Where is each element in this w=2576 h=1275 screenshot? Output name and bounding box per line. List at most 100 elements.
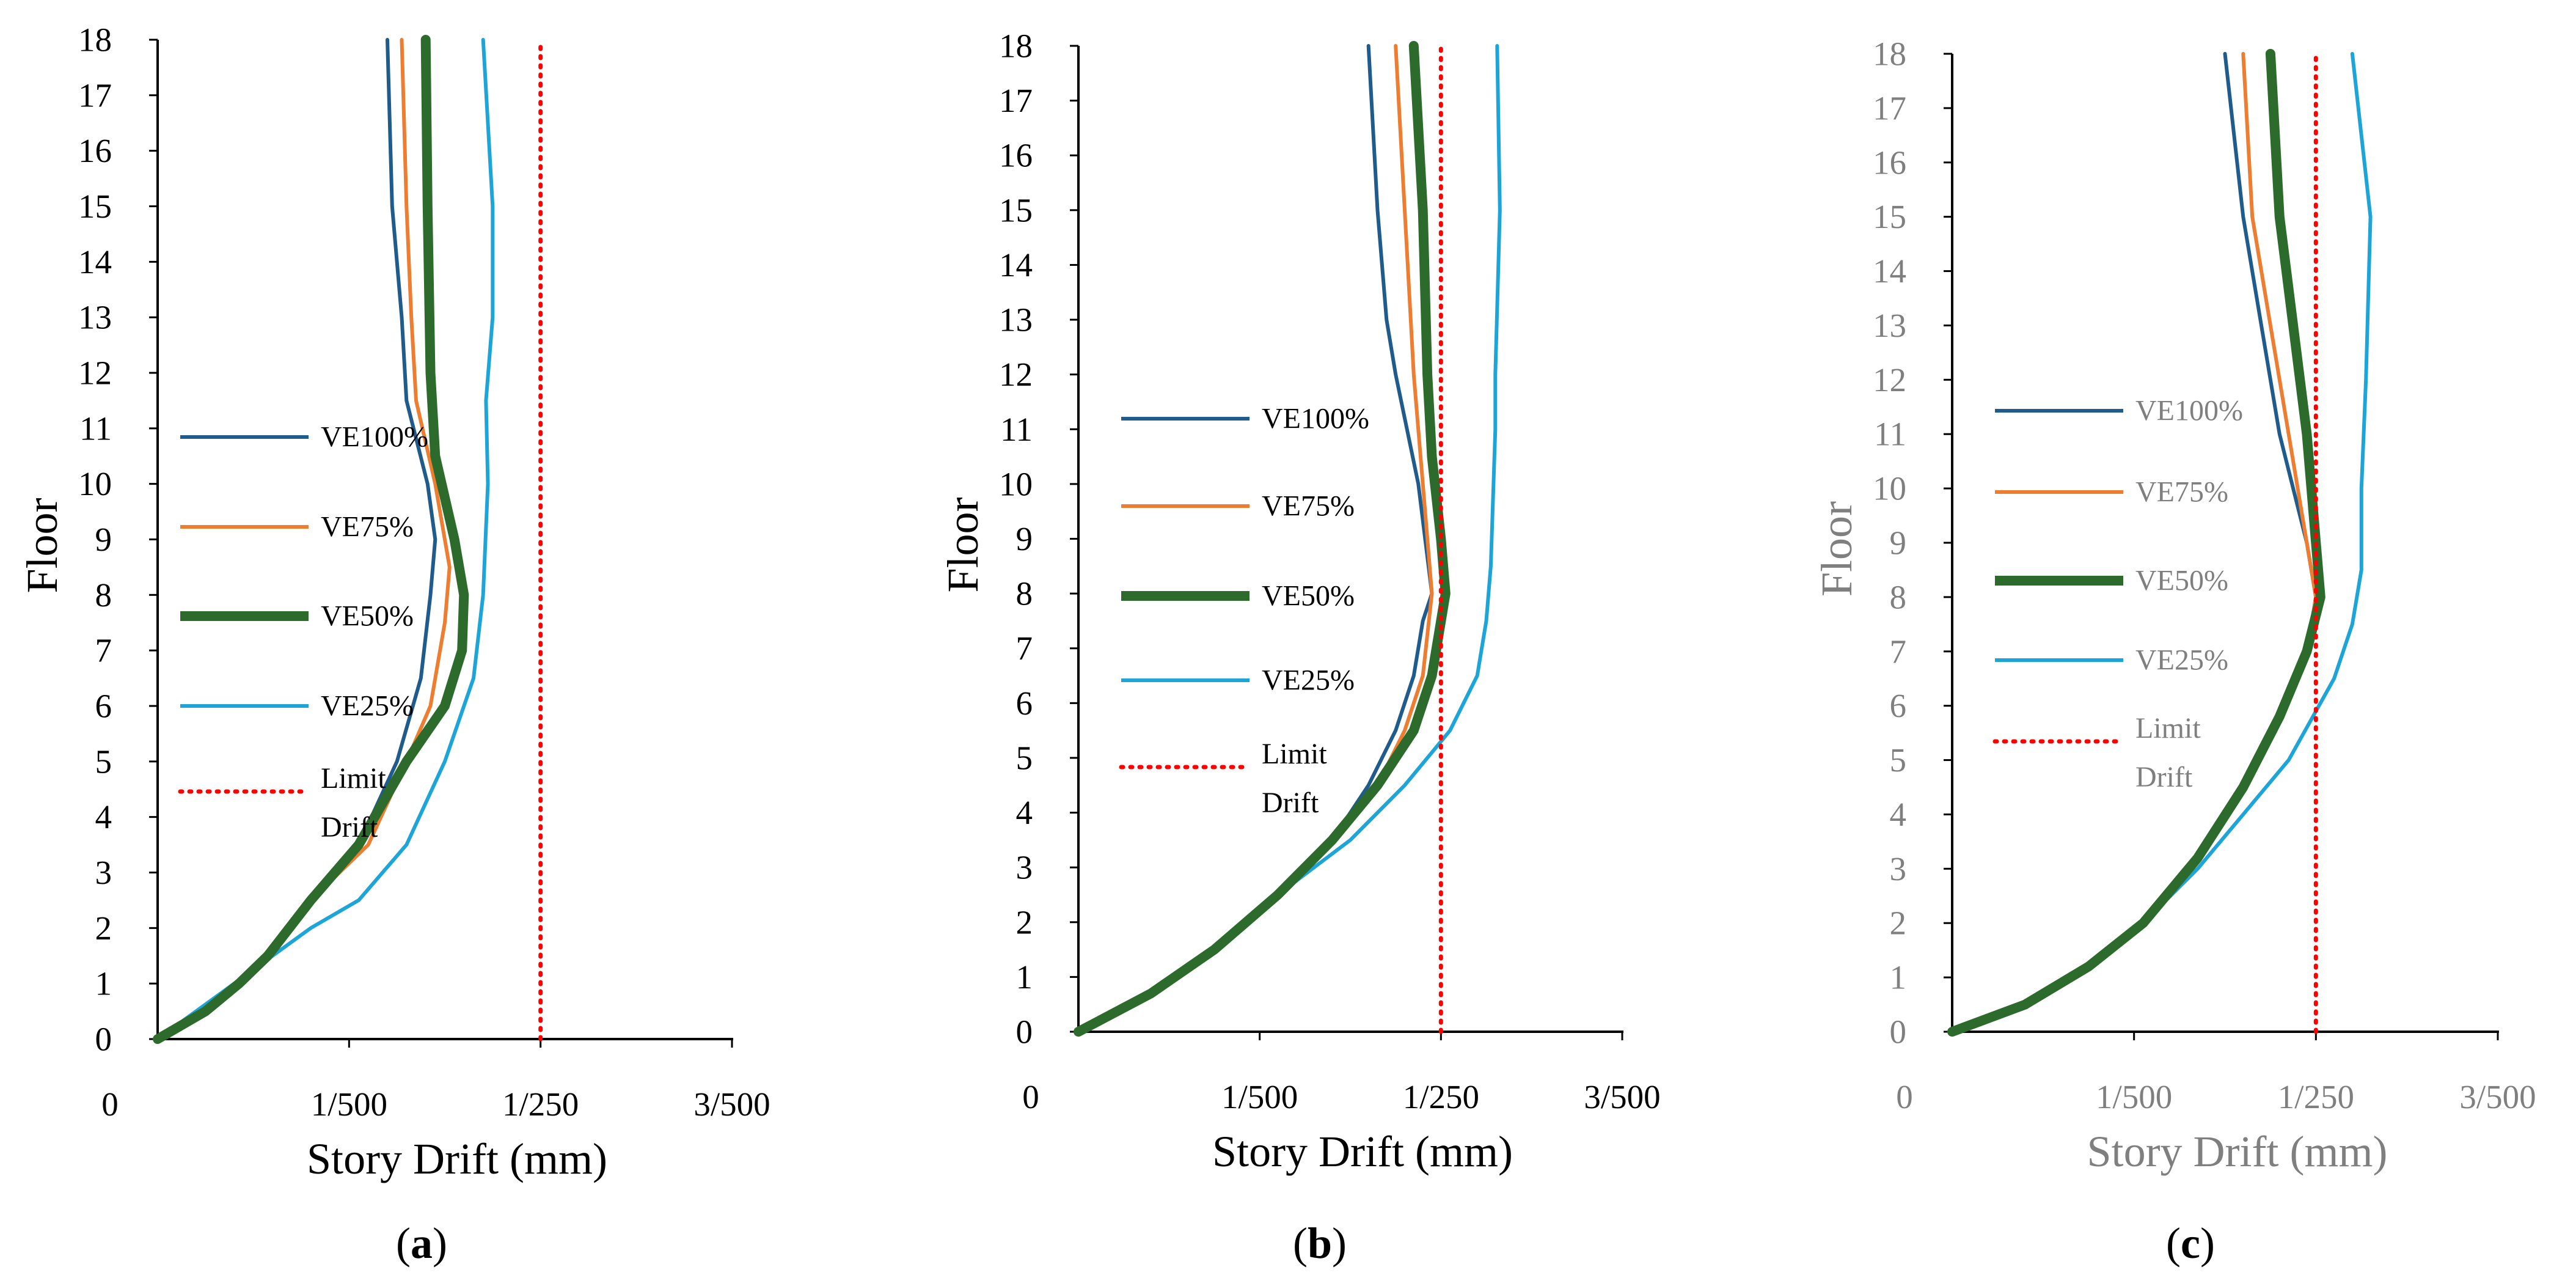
x-tick-label: 1/250	[2278, 1078, 2354, 1115]
y-tick-label: 18	[78, 21, 112, 59]
y-tick-label: 4	[95, 798, 112, 836]
y-tick-label: 14	[1873, 252, 1906, 290]
y-tick-label: 13	[78, 299, 112, 336]
y-tick-label: 15	[999, 191, 1033, 229]
y-tick-label: 0	[1016, 1013, 1033, 1051]
x-origin-label: 0	[101, 1086, 119, 1123]
legend: VE100% VE75% VE50% VE25% Limit Drift	[1992, 395, 2243, 793]
y-tick-label: 3	[1890, 850, 1907, 887]
x-tick-label: 1/500	[1221, 1078, 1298, 1115]
y-axis-title: Floor	[18, 498, 67, 593]
y-tick-label: 18	[999, 28, 1033, 65]
y-tick-label: 7	[95, 632, 112, 669]
x-tick-label: 1/250	[1403, 1078, 1479, 1115]
y-tick-label: 3	[1016, 849, 1033, 886]
panel-caption: (a)	[396, 1219, 447, 1268]
y-axis-title: Floor	[939, 497, 987, 592]
y-tick-label: 17	[999, 82, 1033, 119]
legend-label: VE50%	[1262, 580, 1355, 612]
x-tick-label: 1/250	[502, 1086, 579, 1123]
y-tick-label: 1	[1890, 959, 1907, 996]
legend-label: VE25%	[1262, 664, 1355, 697]
legend-label: Limit Drift	[321, 762, 386, 843]
x-axis-title: Story Drift (mm)	[2087, 1127, 2388, 1176]
y-tick-label: 8	[1890, 578, 1907, 615]
legend: VE100% VE75% VE50% VE25% Limit Drift	[178, 421, 428, 843]
y-tick-label: 9	[1016, 520, 1033, 557]
legend-label: VE25%	[2135, 644, 2228, 677]
series-line-ve50	[1074, 41, 1451, 1037]
y-tick-label: 0	[1890, 1013, 1907, 1051]
x-origin-label: 0	[1896, 1078, 1913, 1115]
y-tick-label: 4	[1890, 796, 1907, 833]
panel-caption: (c)	[2166, 1219, 2215, 1268]
y-tick-label: 3	[95, 854, 112, 891]
series-line-ve75	[1950, 52, 2318, 1034]
y-tick-label: 8	[1016, 575, 1033, 612]
y-tick-label: 14	[78, 243, 112, 281]
y-tick-label: 2	[1890, 905, 1907, 942]
y-tick-label: 12	[1873, 361, 1906, 399]
y-tick-label: 13	[999, 301, 1033, 339]
legend-label: Limit Drift	[1262, 738, 1327, 819]
y-tick-label: 11	[79, 410, 112, 447]
y-tick-label: 15	[1873, 198, 1906, 235]
x-tick-label: 3/500	[693, 1086, 770, 1123]
y-tick-label: 11	[1874, 416, 1906, 453]
y-tick-label: 10	[1873, 470, 1906, 507]
legend-label: VE50%	[2135, 565, 2228, 597]
panel-caption: (b)	[1293, 1219, 1347, 1268]
y-tick-label: 2	[1016, 903, 1033, 941]
x-tick-label: 3/500	[2459, 1078, 2536, 1115]
legend: VE100% VE75% VE50% VE25% Limit Drift	[1119, 403, 1369, 819]
y-tick-label: 17	[78, 76, 112, 114]
legend-label: VE75%	[2135, 476, 2228, 509]
legend-label: VE100%	[321, 421, 428, 454]
y-tick-label: 6	[1016, 685, 1033, 722]
y-tick-label: 5	[1016, 739, 1033, 776]
y-tick-label: 15	[78, 188, 112, 225]
y-tick-label: 1	[95, 965, 112, 1002]
y-tick-label: 16	[78, 132, 112, 169]
y-tick-label: 2	[95, 909, 112, 947]
legend-label: VE100%	[1262, 403, 1369, 435]
x-tick-label: 1/500	[311, 1086, 387, 1123]
y-tick-label: 16	[1873, 144, 1906, 181]
y-tick-label: 6	[1890, 687, 1907, 724]
legend-label: VE100%	[2135, 395, 2243, 427]
series-line-ve75	[1077, 44, 1434, 1034]
y-tick-label: 9	[1890, 524, 1907, 562]
y-tick-label: 5	[95, 743, 112, 780]
y-tick-label: 16	[999, 137, 1033, 174]
y-tick-label: 9	[95, 521, 112, 558]
y-tick-label: 10	[78, 465, 112, 502]
y-tick-label: 7	[1890, 633, 1907, 670]
legend-label: Limit Drift	[2135, 712, 2201, 793]
x-origin-label: 0	[1022, 1078, 1039, 1115]
x-tick-label: 3/500	[1584, 1078, 1660, 1115]
series-line-ve100	[1077, 44, 1434, 1034]
x-axis-title: Story Drift (mm)	[307, 1134, 607, 1183]
x-tick-label: 1/500	[2096, 1078, 2172, 1115]
y-tick-label: 17	[1873, 89, 1906, 127]
legend-label: VE50%	[321, 600, 414, 633]
legend-label: VE25%	[321, 690, 414, 722]
y-tick-label: 18	[1873, 35, 1906, 73]
y-tick-label: 8	[95, 576, 112, 614]
y-tick-label: 12	[78, 355, 112, 392]
y-tick-label: 4	[1016, 794, 1033, 831]
y-tick-label: 14	[999, 246, 1033, 284]
legend-label: VE75%	[321, 511, 414, 543]
series-line-ve50	[1947, 49, 2325, 1037]
y-tick-label: 10	[999, 465, 1033, 502]
y-tick-label: 13	[1873, 307, 1906, 344]
series-line-ve100	[1950, 52, 2318, 1034]
series-line-ve50	[153, 35, 469, 1044]
y-axis-title: Floor	[1812, 501, 1861, 597]
y-tick-label: 11	[1000, 411, 1033, 448]
x-axis-title: Story Drift (mm)	[1212, 1127, 1513, 1176]
